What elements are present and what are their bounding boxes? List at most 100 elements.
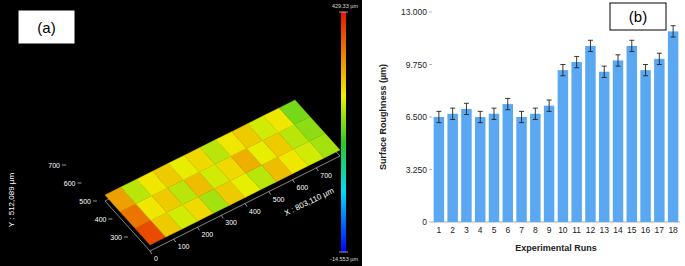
- x-label: Experimental Runs: [515, 243, 597, 253]
- x-tick-label: 200: [202, 231, 214, 238]
- x-tick-label: 11: [572, 225, 581, 235]
- surface-cell: [279, 100, 310, 125]
- x-tick-label: 700: [320, 172, 332, 179]
- error-bar-cap: [643, 64, 648, 65]
- error-bar-stem: [604, 66, 605, 77]
- y-tick: [93, 201, 97, 202]
- error-bar-cap: [616, 66, 621, 67]
- error-bar: [478, 111, 483, 122]
- y-tick: [124, 237, 128, 238]
- error-bar-cap: [588, 40, 593, 41]
- bar: [654, 59, 664, 222]
- error-bar-stem: [562, 65, 563, 76]
- error-bar-cap: [643, 75, 648, 76]
- y-tick: [429, 12, 432, 13]
- y-tick: [78, 183, 82, 184]
- error-bar-stem: [673, 26, 674, 37]
- error-bar-stem: [466, 103, 467, 114]
- error-bar: [574, 56, 579, 67]
- bars: [434, 26, 679, 222]
- error-bar: [519, 111, 524, 122]
- bar: [530, 114, 540, 222]
- y-tick-label: 300: [110, 234, 122, 241]
- x-tick-label: 13: [599, 225, 609, 235]
- x-tick-label: 15: [627, 225, 637, 235]
- x-tick-label: 7: [519, 225, 524, 235]
- error-bar-stem: [535, 108, 536, 119]
- panel-label-box: [610, 3, 666, 30]
- bar: [640, 70, 650, 222]
- panel-label-box: [18, 10, 75, 44]
- x-tick: [150, 251, 152, 254]
- error-bar-cap: [560, 64, 565, 65]
- bar: [571, 62, 581, 222]
- error-bar-stem: [507, 98, 508, 109]
- error-bar: [560, 65, 565, 76]
- error-bar-stem: [618, 55, 619, 66]
- error-bar: [602, 66, 607, 77]
- panel-b: 03.2506.5009.75013.000123456789101112131…: [378, 3, 680, 253]
- error-bar-cap: [629, 40, 634, 41]
- error-bar-cap: [657, 64, 662, 65]
- x-tick-label: 10: [558, 225, 568, 235]
- x-tick: [316, 168, 318, 171]
- bar: [516, 117, 526, 222]
- bar: [585, 46, 595, 222]
- bar: [434, 117, 444, 222]
- y-tick-label: 0: [422, 217, 427, 227]
- error-bar-stem: [494, 108, 495, 119]
- error-bar-cap: [478, 122, 483, 123]
- x-tick: [269, 192, 271, 195]
- error-bar: [657, 53, 662, 64]
- x-tick-label: 400: [249, 208, 261, 215]
- error-bar-cap: [657, 53, 662, 54]
- error-bar-cap: [436, 122, 441, 123]
- error-bar-cap: [547, 100, 552, 101]
- error-bar-cap: [450, 108, 455, 109]
- panel-a: 0100200300400500600700X : 803,110 µm3004…: [0, 0, 362, 266]
- error-bar-cap: [450, 119, 455, 120]
- error-bar-cap: [492, 108, 497, 109]
- error-bar: [629, 40, 634, 51]
- error-bar-cap: [602, 77, 607, 78]
- error-bar-stem: [480, 111, 481, 122]
- y-label: Y : 512,089 µm: [7, 173, 16, 228]
- error-bar-cap: [519, 111, 524, 112]
- error-bar-cap: [505, 98, 510, 99]
- error-bar-cap: [574, 67, 579, 68]
- y-label: Surface Roughness (µm): [378, 64, 388, 170]
- x-tick-label: 4: [478, 225, 483, 235]
- error-bar: [643, 65, 648, 76]
- y-tick: [429, 169, 432, 170]
- x-tick-label: 14: [613, 225, 623, 235]
- colorbar: [341, 12, 346, 252]
- error-bar: [588, 40, 593, 51]
- x-tick-label: 500: [273, 196, 285, 203]
- colorbar-tick: [339, 252, 348, 253]
- bar: [475, 117, 485, 222]
- y-tick-label: 400: [95, 216, 107, 223]
- error-bar: [671, 26, 676, 37]
- y-tick: [429, 64, 432, 65]
- error-bar: [533, 108, 538, 119]
- panel-label: (b): [629, 8, 647, 25]
- x-label: X : 803,110 µm: [283, 186, 336, 218]
- bar: [627, 46, 637, 222]
- bar: [599, 72, 609, 222]
- error-bar: [450, 108, 455, 119]
- error-bar-cap: [629, 51, 634, 52]
- bar: [558, 70, 568, 222]
- y-tick: [429, 222, 432, 223]
- error-bar-stem: [576, 56, 577, 67]
- panel-label: (a): [37, 19, 55, 36]
- error-bar-cap: [519, 122, 524, 123]
- error-bar-cap: [464, 114, 469, 115]
- x-tick: [293, 180, 295, 183]
- x-tick-label: 2: [450, 225, 455, 235]
- bar: [668, 31, 678, 222]
- x-tick-label: 5: [492, 225, 497, 235]
- error-bar-cap: [588, 51, 593, 52]
- x-tick-label: 16: [641, 225, 651, 235]
- error-bar-cap: [602, 66, 607, 67]
- error-bar-cap: [616, 54, 621, 55]
